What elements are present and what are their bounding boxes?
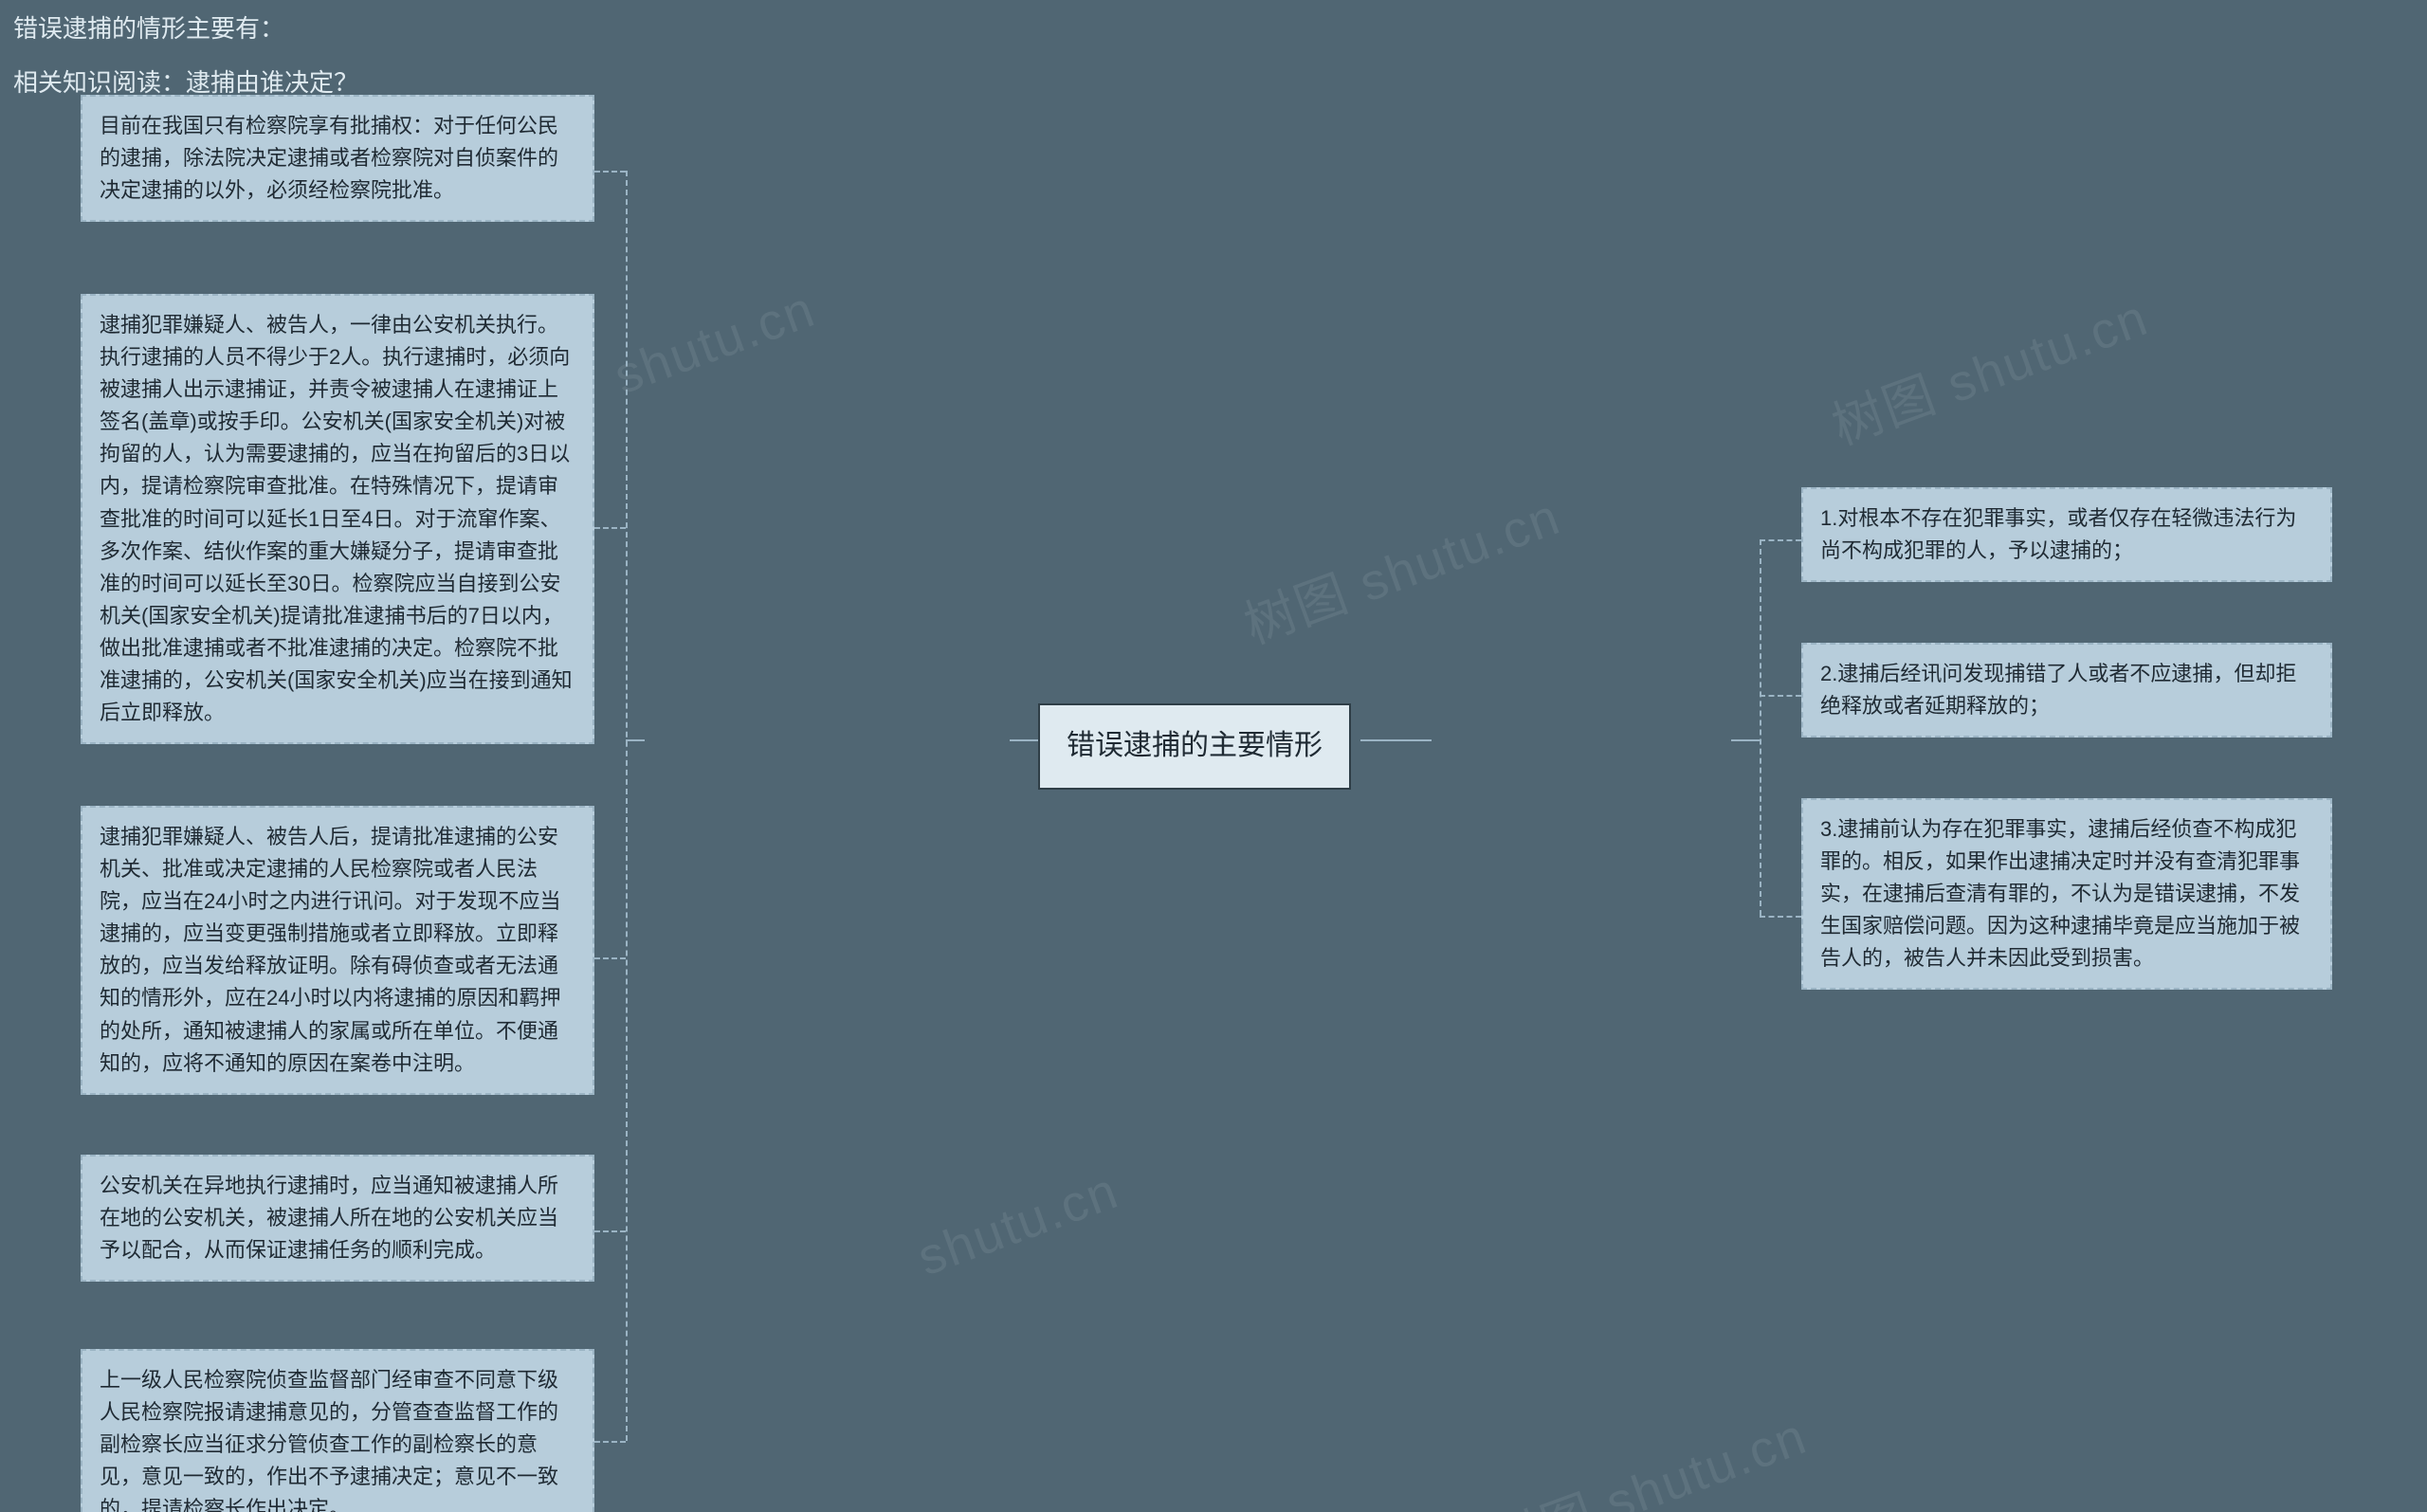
left-item-3[interactable]: 逮捕犯罪嫌疑人、被告人后，提请批准逮捕的公安机关、批准或决定逮捕的人民检察院或者… <box>81 806 594 1095</box>
left-item-4[interactable]: 公安机关在异地执行逮捕时，应当通知被逮捕人所在地的公安机关，被逮捕人所在地的公安… <box>81 1155 594 1282</box>
connector <box>1760 916 1801 918</box>
watermark: shutu.cn <box>607 280 823 407</box>
connector <box>594 1230 626 1232</box>
right-item-1[interactable]: 1.对根本不存在犯罪事实，或者仅存在轻微违法行为尚不构成犯罪的人，予以逮捕的； <box>1801 487 2332 582</box>
connector <box>1760 539 1801 541</box>
watermark: 树图 shutu.cn <box>1479 1394 1816 1512</box>
left-item-2[interactable]: 逮捕犯罪嫌疑人、被告人，一律由公安机关执行。执行逮捕的人员不得少于2人。执行逮捕… <box>81 294 594 744</box>
watermark: 树图 shutu.cn <box>1232 475 1569 659</box>
left-item-1[interactable]: 目前在我国只有检察院享有批捕权：对于任何公民的逮捕，除法院决定逮捕或者检察院对自… <box>81 95 594 222</box>
right-item-3[interactable]: 3.逮捕前认为存在犯罪事实，逮捕后经侦查不构成犯罪的。相反，如果作出逮捕决定时并… <box>1801 798 2332 990</box>
watermark: 树图 shutu.cn <box>1820 276 2157 460</box>
connector <box>1731 739 1760 741</box>
connector <box>1760 539 1761 916</box>
watermark: shutu.cn <box>910 1161 1126 1288</box>
connector <box>626 171 628 1441</box>
connector <box>626 739 645 741</box>
connector <box>594 171 626 173</box>
right-item-2[interactable]: 2.逮捕后经讯问发现捕错了人或者不应逮捕，但却拒绝释放或者延期释放的； <box>1801 643 2332 738</box>
connector <box>594 1441 626 1443</box>
connector <box>1010 739 1038 741</box>
left-item-5[interactable]: 上一级人民检察院侦查监督部门经审查不同意下级人民检察院报请逮捕意见的，分管查查监… <box>81 1349 594 1512</box>
connector <box>1360 739 1432 741</box>
center-node[interactable]: 错误逮捕的主要情形 <box>1038 703 1351 790</box>
connector <box>594 957 626 959</box>
branch-right-label[interactable]: 错误逮捕的情形主要有： <box>0 0 2427 54</box>
connector <box>1760 695 1801 697</box>
mindmap-stage: 树图 shutu.cn 树图 shutu.cn shutu.cn shutu.c… <box>0 0 2427 1512</box>
connector <box>594 527 626 529</box>
